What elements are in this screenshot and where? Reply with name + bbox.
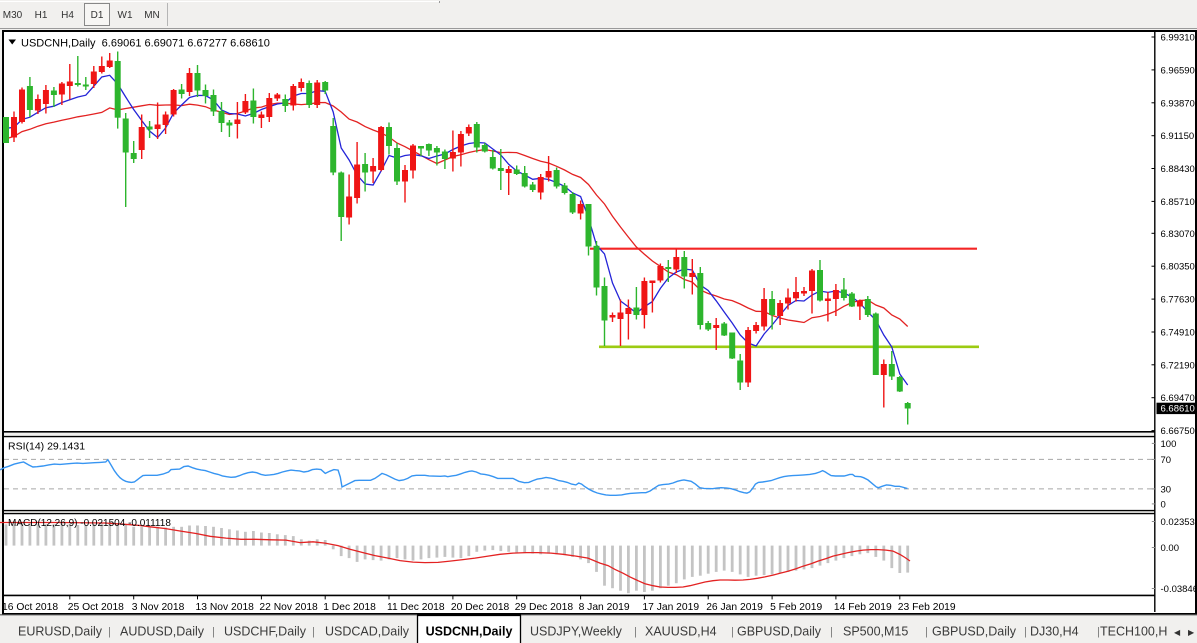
svg-text:D1: D1 [91, 10, 104, 21]
svg-text:6.68610: 6.68610 [1161, 404, 1195, 415]
svg-text:26 Jan 2019: 26 Jan 2019 [706, 602, 763, 613]
svg-text:|: | [212, 626, 215, 638]
svg-text:6.88430: 6.88430 [1161, 164, 1195, 175]
svg-text:23 Feb 2019: 23 Feb 2019 [898, 602, 956, 613]
svg-text:16 Oct 2018: 16 Oct 2018 [2, 602, 58, 613]
svg-text:6.85710: 6.85710 [1161, 197, 1195, 208]
svg-text:EURUSD,Daily: EURUSD,Daily [18, 625, 103, 639]
svg-text:29 Dec 2018: 29 Dec 2018 [515, 602, 574, 613]
svg-text:6.69470: 6.69470 [1161, 393, 1195, 404]
svg-text:0.023534: 0.023534 [1161, 517, 1197, 528]
svg-text:SP500,M15: SP500,M15 [843, 625, 908, 639]
svg-text:|: | [312, 626, 315, 638]
svg-text:1 Dec 2018: 1 Dec 2018 [323, 602, 376, 613]
svg-text:11 Dec 2018: 11 Dec 2018 [387, 602, 445, 613]
svg-text:MACD(12,26,9) -0.021504 -0.011: MACD(12,26,9) -0.021504 -0.011118 [8, 518, 171, 529]
svg-text:USDCNH,Daily 6.69061 6.69071: USDCNH,Daily 6.69061 6.69071 6.67277 6.6… [21, 38, 270, 50]
svg-text:TECH100,H: TECH100,H [1100, 625, 1167, 639]
svg-text:|: | [925, 626, 928, 638]
svg-text:MN: MN [144, 10, 160, 21]
svg-text:6.72190: 6.72190 [1161, 360, 1195, 371]
svg-text:6.66750: 6.66750 [1161, 426, 1195, 437]
svg-text:USDCNH,Daily: USDCNH,Daily [426, 625, 513, 639]
svg-text:|: | [1097, 626, 1100, 638]
svg-text:|: | [634, 626, 637, 638]
svg-text:W1: W1 [118, 10, 133, 21]
svg-text:5 Feb 2019: 5 Feb 2019 [770, 602, 822, 613]
svg-text:0: 0 [1161, 499, 1166, 510]
svg-text:|: | [108, 626, 111, 638]
svg-text:-0.038466: -0.038466 [1161, 584, 1197, 595]
svg-text:6.99310: 6.99310 [1161, 33, 1195, 44]
svg-text:0.00: 0.00 [1161, 543, 1180, 554]
svg-text:20 Dec 2018: 20 Dec 2018 [451, 602, 510, 613]
svg-text:6.96590: 6.96590 [1161, 65, 1195, 76]
svg-text:3 Nov 2018: 3 Nov 2018 [132, 602, 185, 613]
svg-text:8 Jan 2019: 8 Jan 2019 [579, 602, 630, 613]
svg-text:M30: M30 [3, 10, 23, 21]
svg-text:13 Nov 2018: 13 Nov 2018 [196, 602, 255, 613]
svg-text:DJ30,H4: DJ30,H4 [1030, 625, 1079, 639]
svg-text:GBPUSD,Daily: GBPUSD,Daily [737, 625, 822, 639]
svg-text:|: | [1024, 626, 1027, 638]
svg-text:USDCAD,Daily: USDCAD,Daily [325, 625, 410, 639]
svg-text:22 Nov 2018: 22 Nov 2018 [259, 602, 318, 613]
svg-text:30: 30 [1161, 484, 1172, 495]
svg-text:RSI(14) 29.1431: RSI(14) 29.1431 [8, 441, 85, 453]
svg-text:6.77630: 6.77630 [1161, 295, 1195, 306]
svg-text:14 Feb 2019: 14 Feb 2019 [834, 602, 892, 613]
svg-text:17 Jan 2019: 17 Jan 2019 [642, 602, 699, 613]
svg-text:XAUUSD,H4: XAUUSD,H4 [645, 625, 717, 639]
svg-text:6.74910: 6.74910 [1161, 328, 1195, 339]
svg-text:H1: H1 [35, 10, 48, 21]
svg-text:6.91150: 6.91150 [1161, 131, 1195, 142]
svg-text:|: | [830, 626, 833, 638]
svg-text:◀: ◀ [1174, 628, 1181, 637]
svg-text:6.93870: 6.93870 [1161, 98, 1195, 109]
svg-text:|: | [731, 626, 734, 638]
svg-text:6.80350: 6.80350 [1161, 262, 1195, 273]
svg-text:70: 70 [1161, 455, 1172, 466]
svg-text:25 Oct 2018: 25 Oct 2018 [68, 602, 124, 613]
svg-text:USDCHF,Daily: USDCHF,Daily [224, 625, 307, 639]
svg-text:USDJPY,Weekly: USDJPY,Weekly [530, 625, 623, 639]
svg-text:100: 100 [1161, 439, 1177, 450]
svg-text:AUDUSD,Daily: AUDUSD,Daily [120, 625, 205, 639]
svg-text:GBPUSD,Daily: GBPUSD,Daily [932, 625, 1017, 639]
svg-text:H4: H4 [61, 10, 74, 21]
svg-text:▶: ▶ [1188, 628, 1195, 637]
svg-text:6.83070: 6.83070 [1161, 229, 1195, 240]
